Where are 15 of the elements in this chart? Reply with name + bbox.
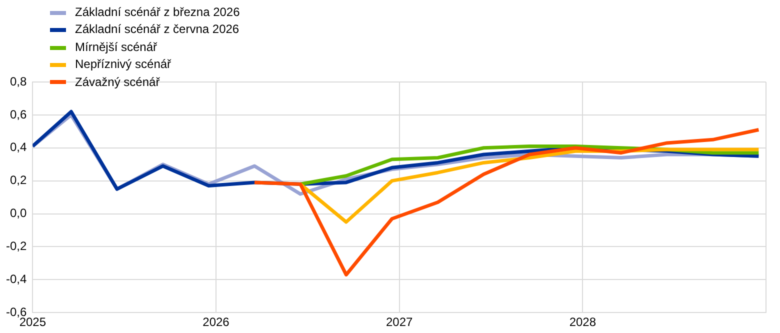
y-tick-label: 0,4 — [10, 140, 27, 154]
y-tick-label: -0,2 — [6, 239, 27, 254]
legend-label: Závažný scénář — [75, 74, 160, 91]
y-tick-label: -0,4 — [6, 272, 27, 286]
legend-label: Základní scénář z března 2026 — [75, 4, 240, 21]
x-tick-label: 2028 — [569, 315, 596, 330]
legend-label: Nepříznivý scénář — [75, 56, 172, 74]
x-tick-label: 2027 — [386, 315, 414, 330]
x-tick-label: 2026 — [202, 315, 230, 330]
y-tick-label: 0,6 — [10, 107, 27, 122]
legend-label: Základní scénář z června 2026 — [75, 21, 240, 38]
legend-label: Mírnější scénář — [75, 38, 158, 56]
y-tick-label: 0,2 — [10, 173, 27, 188]
y-tick-label: 0,0 — [10, 206, 27, 220]
y-tick-label: 0,8 — [10, 74, 27, 88]
